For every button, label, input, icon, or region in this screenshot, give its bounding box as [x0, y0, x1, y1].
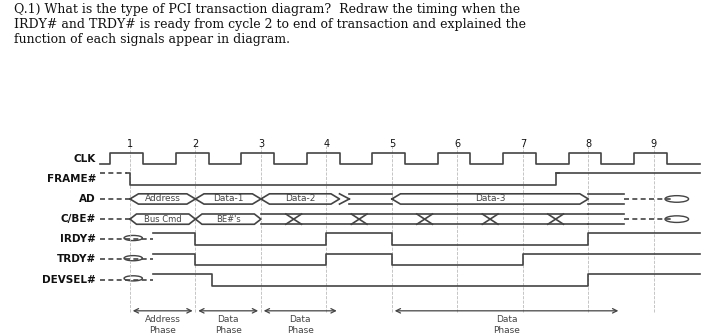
Text: IRDY#: IRDY# — [60, 234, 96, 244]
Text: Bus Cmd: Bus Cmd — [144, 215, 181, 224]
Text: Data-3: Data-3 — [475, 194, 505, 203]
Text: 4: 4 — [323, 139, 330, 149]
Text: Data-1: Data-1 — [213, 194, 243, 203]
Text: TRDY#: TRDY# — [57, 255, 96, 265]
Text: 7: 7 — [520, 139, 526, 149]
Text: Data-2: Data-2 — [285, 194, 315, 203]
Text: 6: 6 — [454, 139, 461, 149]
Text: Q.1) What is the type of PCI transaction diagram?  Redraw the timing when the
IR: Q.1) What is the type of PCI transaction… — [14, 3, 526, 46]
Text: 8: 8 — [585, 139, 591, 149]
Text: DEVSEL#: DEVSEL# — [42, 275, 96, 285]
Text: CLK: CLK — [73, 154, 96, 164]
Text: C/BE#: C/BE# — [60, 214, 96, 224]
Text: 1: 1 — [127, 139, 133, 149]
Text: 9: 9 — [651, 139, 657, 149]
Text: FRAME#: FRAME# — [47, 174, 96, 184]
Text: Address
Phase: Address Phase — [145, 315, 181, 334]
Text: 5: 5 — [389, 139, 395, 149]
Text: Data
Phase: Data Phase — [215, 315, 242, 334]
Text: 2: 2 — [192, 139, 199, 149]
Text: 3: 3 — [258, 139, 264, 149]
Text: Data
Phase: Data Phase — [493, 315, 520, 334]
Text: AD: AD — [79, 194, 96, 204]
Text: Data
Phase: Data Phase — [287, 315, 314, 334]
Text: Address: Address — [145, 194, 181, 203]
Text: BE#'s: BE#'s — [216, 215, 240, 224]
